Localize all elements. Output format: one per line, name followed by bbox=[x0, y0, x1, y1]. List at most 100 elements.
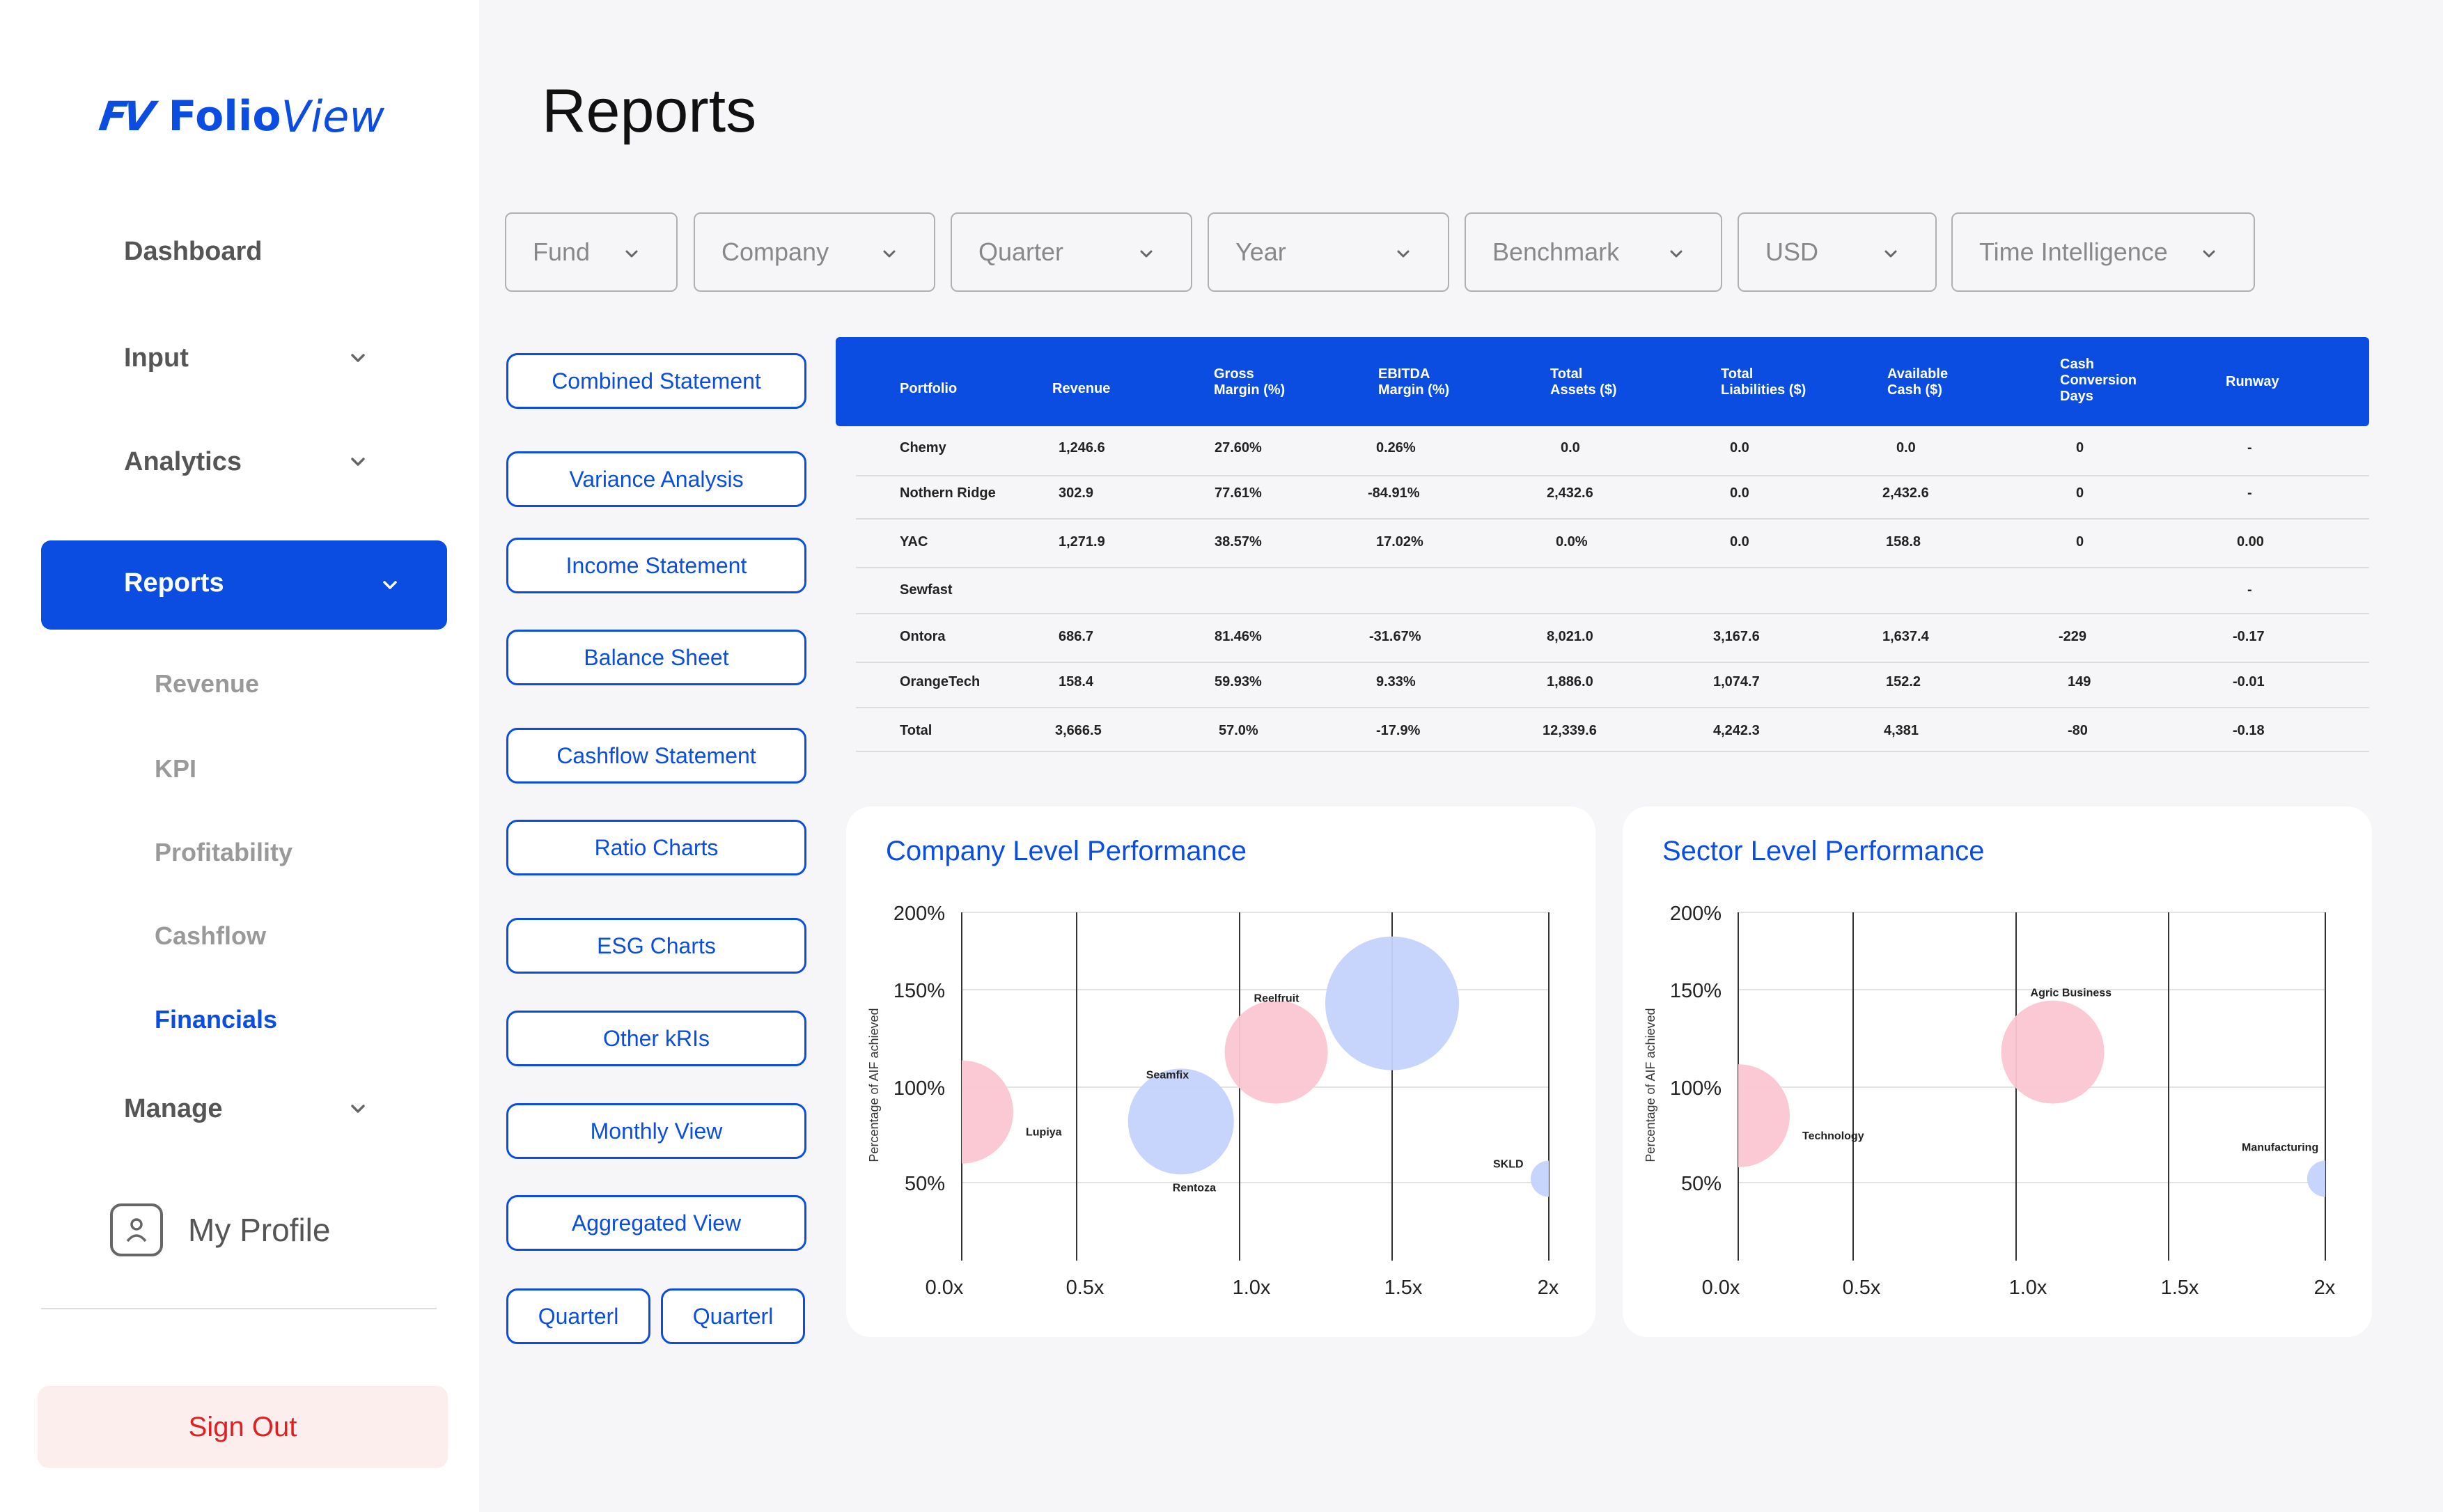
table-cell: 3,167.6 bbox=[1713, 629, 1760, 644]
time-intelligence-filter[interactable]: Time Intelligence bbox=[1951, 212, 2255, 292]
logo-name-italic: View bbox=[281, 91, 385, 142]
sidebar-subitem-cashflow[interactable]: Cashflow bbox=[155, 921, 267, 950]
filter-label: Time Intelligence bbox=[1979, 237, 2168, 266]
bubble[interactable] bbox=[1325, 936, 1459, 1070]
table-cell: 0.0 bbox=[1730, 534, 1749, 550]
bubble-layer bbox=[1687, 1000, 2343, 1197]
chevron-down-icon bbox=[1670, 250, 1683, 258]
y-axis-label: Percentage of AIF achieved bbox=[1644, 1008, 1657, 1162]
table-cell: 8,021.0 bbox=[1547, 629, 1593, 644]
x-tick-label: 0.0x bbox=[926, 1277, 964, 1299]
x-tick-label: 1.0x bbox=[2009, 1277, 2047, 1299]
income-statement-button[interactable]: Income Statement bbox=[506, 538, 806, 593]
sidebar-item-input[interactable]: Input bbox=[124, 337, 369, 379]
chevron-down-icon bbox=[351, 354, 365, 362]
bubble-label: Agric Business bbox=[2031, 988, 2112, 999]
table-cell: -0.18 bbox=[2233, 723, 2265, 738]
bubble-label: Lupiya bbox=[1026, 1127, 1062, 1139]
balance-sheet-button[interactable]: Balance Sheet bbox=[506, 630, 806, 685]
bubble-label: Reelfruit bbox=[1254, 993, 1300, 1005]
other-kris-button[interactable]: Other kRIs bbox=[506, 1011, 806, 1066]
my-profile-link[interactable]: My Profile bbox=[110, 1203, 330, 1256]
x-tick-label: 2x bbox=[1538, 1277, 1559, 1299]
table-cell: - bbox=[2247, 440, 2252, 455]
cashflow-statement-button[interactable]: Cashflow Statement bbox=[506, 728, 806, 784]
fund-filter[interactable]: Fund bbox=[505, 212, 678, 292]
chevron-down-icon bbox=[2203, 250, 2215, 258]
logo-name-bold: Folio bbox=[168, 92, 281, 141]
table-cell: 302.9 bbox=[1059, 485, 1094, 501]
table-cell: 38.57% bbox=[1215, 534, 1262, 550]
table-cell: - bbox=[2247, 485, 2252, 501]
column-header-gross-margin: Gross Margin (%) bbox=[1214, 366, 1286, 398]
y-tick-label: 150% bbox=[893, 980, 945, 1002]
table-cell: -31.67% bbox=[1369, 629, 1421, 644]
table-cell: 686.7 bbox=[1059, 629, 1094, 644]
table-cell: 0.0 bbox=[1561, 440, 1580, 455]
quarterly-button-1[interactable]: Quarterl bbox=[506, 1288, 650, 1344]
sidebar-item-dashboard[interactable]: Dashboard bbox=[124, 231, 369, 272]
filter-label: Quarter bbox=[978, 237, 1064, 266]
bubble[interactable] bbox=[2001, 1000, 2105, 1104]
sidebar-subitem-kpi[interactable]: KPI bbox=[155, 754, 197, 783]
table-row: OrangeTech 158.4 59.93% 9.33% 1,886.0 1,… bbox=[856, 674, 2369, 708]
column-header-revenue: Revenue bbox=[1052, 381, 1111, 396]
bubble-label: SKLD bbox=[1493, 1159, 1524, 1171]
sidebar-item-reports[interactable]: Reports bbox=[41, 540, 447, 630]
bubble-label: Technology bbox=[1802, 1130, 1864, 1142]
sidebar-subitem-financials[interactable]: Financials bbox=[155, 1005, 278, 1034]
chevron-down-icon bbox=[1397, 250, 1410, 258]
table-cell: OrangeTech bbox=[900, 674, 981, 689]
y-tick-label: 200% bbox=[1670, 903, 1722, 925]
table-cell: 77.61% bbox=[1215, 485, 1262, 501]
sidebar-subitem-profitability[interactable]: Profitability bbox=[155, 838, 293, 866]
sidebar-item-analytics[interactable]: Analytics bbox=[124, 441, 369, 483]
table-cell: 152.2 bbox=[1886, 674, 1921, 689]
aggregated-view-button[interactable]: Aggregated View bbox=[506, 1195, 806, 1251]
x-tick-label: 2x bbox=[2314, 1277, 2336, 1299]
sign-out-button[interactable]: Sign Out bbox=[38, 1386, 448, 1468]
my-profile-label: My Profile bbox=[188, 1212, 331, 1248]
bubble[interactable] bbox=[910, 1060, 1013, 1164]
company-performance-chart: Company Level Performance 50% 100% 150% 200… bbox=[846, 806, 1595, 1337]
bubble[interactable] bbox=[1531, 1160, 1567, 1197]
table-cell: 158.4 bbox=[1059, 674, 1094, 689]
variance-analysis-button[interactable]: Variance Analysis bbox=[506, 451, 806, 507]
currency-filter[interactable]: USD bbox=[1738, 212, 1937, 292]
company-filter[interactable]: Company bbox=[694, 212, 935, 292]
year-filter[interactable]: Year bbox=[1208, 212, 1449, 292]
ratio-charts-button[interactable]: Ratio Charts bbox=[506, 820, 806, 875]
sector-performance-chart: Sector Level Performance 50% 100% 150% 200%… bbox=[1623, 806, 2372, 1337]
bubble[interactable] bbox=[1127, 1068, 1234, 1175]
table-cell: 4,381 bbox=[1884, 723, 1919, 738]
y-tick-label: 50% bbox=[1681, 1173, 1722, 1195]
quarter-filter[interactable]: Quarter bbox=[951, 212, 1192, 292]
sidebar-subitem-revenue[interactable]: Revenue bbox=[155, 669, 260, 698]
table-header: Portfolio Revenue Gross Margin (%) EBITD… bbox=[836, 337, 2369, 426]
y-tick-label: 100% bbox=[893, 1077, 945, 1100]
bubble[interactable] bbox=[2307, 1160, 2343, 1197]
x-tick-label: 0.5x bbox=[1066, 1277, 1105, 1299]
sidebar-item-manage[interactable]: Manage bbox=[124, 1088, 369, 1130]
chevron-down-icon bbox=[625, 250, 638, 258]
table-cell: 1,886.0 bbox=[1547, 674, 1593, 689]
chevron-down-icon bbox=[351, 1105, 365, 1113]
table-row: Chemy 1,246.6 27.60% 0.26% 0.0 0.0 0.0 0… bbox=[856, 440, 2369, 476]
benchmark-filter[interactable]: Benchmark bbox=[1465, 212, 1722, 292]
esg-charts-button[interactable]: ESG Charts bbox=[506, 918, 806, 974]
bubble[interactable] bbox=[1224, 1000, 1328, 1104]
table-cell: -84.91% bbox=[1368, 485, 1420, 501]
logo-mark: FV bbox=[96, 93, 154, 140]
table-row: YAC 1,271.9 38.57% 17.02% 0.0% 0.0 158.8… bbox=[856, 534, 2369, 568]
monthly-view-button[interactable]: Monthly View bbox=[506, 1103, 806, 1159]
user-icon bbox=[110, 1203, 163, 1256]
column-header-cash-conversion-days: Cash Conversion Days bbox=[2060, 357, 2137, 404]
table-cell: 0 bbox=[2076, 485, 2084, 501]
quarterly-button-2[interactable]: Quarterl bbox=[661, 1288, 805, 1344]
sidebar-divider bbox=[41, 1308, 437, 1309]
combined-statement-button[interactable]: Combined Statement bbox=[506, 353, 806, 409]
bubble-layer bbox=[910, 936, 1567, 1197]
chevron-down-icon bbox=[383, 581, 397, 589]
bubble[interactable] bbox=[1687, 1064, 1790, 1168]
y-tick-label: 200% bbox=[893, 903, 945, 925]
